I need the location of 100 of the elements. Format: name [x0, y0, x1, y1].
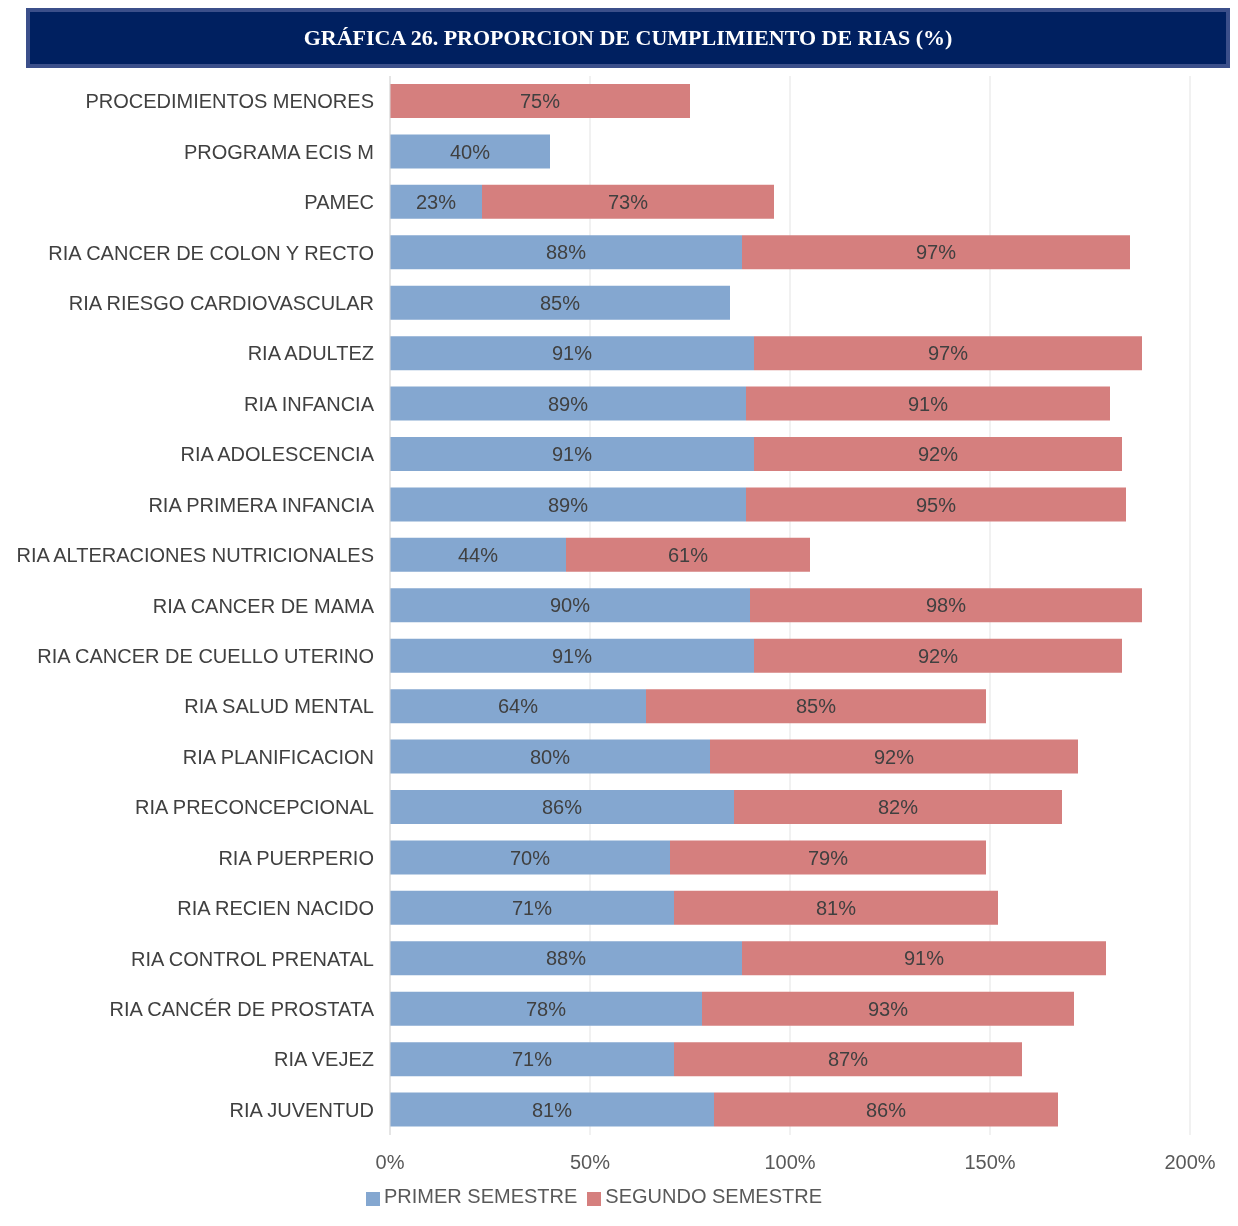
- data-label: 91%: [551, 443, 593, 466]
- data-label: 91%: [903, 947, 945, 970]
- data-label: 91%: [551, 644, 593, 667]
- y-tick-label: PROGRAMA ECIS M: [183, 140, 374, 163]
- bar: [710, 739, 1078, 774]
- bar: [390, 537, 566, 572]
- y-tick-label: PROCEDIMIENTOS MENORES: [85, 90, 374, 113]
- y-tick-label: RIA PUERPERIO: [218, 846, 374, 869]
- legend-label: SEGUNDO SEMESTRE: [605, 1185, 823, 1207]
- data-label: 97%: [915, 241, 957, 264]
- data-label: 70%: [509, 846, 551, 869]
- bar: [390, 134, 550, 169]
- data-label: 92%: [873, 745, 915, 768]
- bar: [390, 941, 742, 976]
- data-label: 91%: [551, 342, 593, 365]
- legend-label: PRIMER SEMESTRE: [383, 1185, 578, 1207]
- bar: [390, 1042, 674, 1077]
- y-tick-label: RIA CONTROL PRENATAL: [130, 947, 374, 970]
- bar: [390, 790, 734, 824]
- x-tick-label: 0%: [375, 1151, 405, 1174]
- data-label: 92%: [917, 443, 959, 466]
- bar: [390, 437, 754, 471]
- data-label: 97%: [927, 342, 969, 365]
- y-tick-label: RIA ADOLESCENCIA: [180, 443, 375, 466]
- bar: [390, 1092, 714, 1127]
- bar: [702, 991, 1074, 1026]
- data-label: 71%: [511, 1048, 553, 1071]
- y-tick-label: RIA JUVENTUD: [229, 1098, 374, 1121]
- data-label: 92%: [917, 644, 959, 667]
- data-label: 73%: [607, 190, 649, 213]
- y-tick-label: RIA CANCER DE MAMA: [152, 594, 375, 617]
- data-label: 88%: [545, 241, 587, 264]
- y-tick-label: RIA PRECONCEPCIONAL: [135, 796, 374, 819]
- bar: [390, 689, 646, 724]
- bar: [390, 840, 670, 875]
- data-label: 89%: [547, 392, 589, 415]
- data-label: 87%: [827, 1048, 869, 1071]
- data-label: 90%: [549, 594, 591, 617]
- y-tick-label: RIA PRIMERA INFANCIA: [148, 493, 375, 516]
- data-label: 82%: [877, 796, 919, 819]
- data-label: 85%: [795, 695, 837, 718]
- bar: [390, 386, 746, 421]
- bar: [746, 386, 1110, 421]
- y-tick-label: RIA CANCÉR DE PROSTATA: [109, 998, 375, 1021]
- data-label: 75%: [519, 90, 561, 113]
- y-tick-label: RIA SALUD MENTAL: [184, 695, 374, 718]
- x-tick-label: 200%: [1164, 1151, 1216, 1174]
- data-label: 79%: [807, 846, 849, 869]
- y-tick-label: RIA ADULTEZ: [247, 342, 374, 365]
- data-label: 86%: [541, 796, 583, 819]
- bar: [754, 437, 1122, 471]
- y-tick-label: RIA RIESGO CARDIOVASCULAR: [68, 292, 374, 315]
- bar: [390, 235, 742, 270]
- bar: [674, 1042, 1022, 1077]
- bar: [482, 184, 774, 219]
- bar: [750, 588, 1142, 623]
- bar: [742, 941, 1106, 976]
- bar: [754, 638, 1122, 673]
- data-label: 64%: [497, 695, 539, 718]
- y-tick-label: RIA PLANIFICACION: [182, 745, 374, 768]
- x-tick-label: 100%: [764, 1151, 816, 1174]
- data-label: 88%: [545, 947, 587, 970]
- y-tick-label: RIA CANCER DE COLON Y RECTO: [48, 241, 374, 264]
- data-label: 78%: [525, 997, 567, 1020]
- data-label: 93%: [867, 997, 909, 1020]
- data-label: 23%: [415, 190, 457, 213]
- bar: [754, 336, 1142, 371]
- y-tick-label: RIA ALTERACIONES NUTRICIONALES: [16, 544, 374, 567]
- data-label: 85%: [539, 291, 581, 314]
- bar: [390, 991, 702, 1026]
- bar: [670, 840, 986, 875]
- data-label: 95%: [915, 493, 957, 516]
- y-tick-label: RIA VEJEZ: [273, 1048, 374, 1071]
- bar: [390, 638, 754, 673]
- bar: [390, 487, 746, 522]
- data-label: 91%: [907, 392, 949, 415]
- bar: [734, 790, 1062, 824]
- bar: [742, 235, 1130, 270]
- data-label: 71%: [511, 896, 553, 919]
- data-label: 86%: [865, 1098, 907, 1121]
- data-label: 81%: [815, 896, 857, 919]
- bar: [566, 537, 810, 572]
- bar: [390, 84, 690, 118]
- bar: [390, 890, 674, 925]
- data-label: 61%: [667, 543, 709, 566]
- x-tick-label: 150%: [964, 1151, 1016, 1174]
- bar: [646, 689, 986, 724]
- y-tick-label: RIA RECIEN NACIDO: [177, 897, 374, 920]
- data-label: 40%: [449, 140, 491, 163]
- bar: [390, 336, 754, 371]
- data-label: 44%: [457, 543, 499, 566]
- data-label: 81%: [531, 1098, 573, 1121]
- data-label: 98%: [925, 594, 967, 617]
- y-tick-label: RIA CANCER DE CUELLO UTERINO: [37, 645, 374, 668]
- bar: [746, 487, 1126, 522]
- bar: [390, 285, 730, 320]
- chart-title: GRÁFICA 26. PROPORCION DE CUMPLIMIENTO DE RIAS (%): [303, 25, 953, 51]
- bar: [390, 739, 710, 774]
- bar: [390, 588, 750, 623]
- data-label: 89%: [547, 493, 589, 516]
